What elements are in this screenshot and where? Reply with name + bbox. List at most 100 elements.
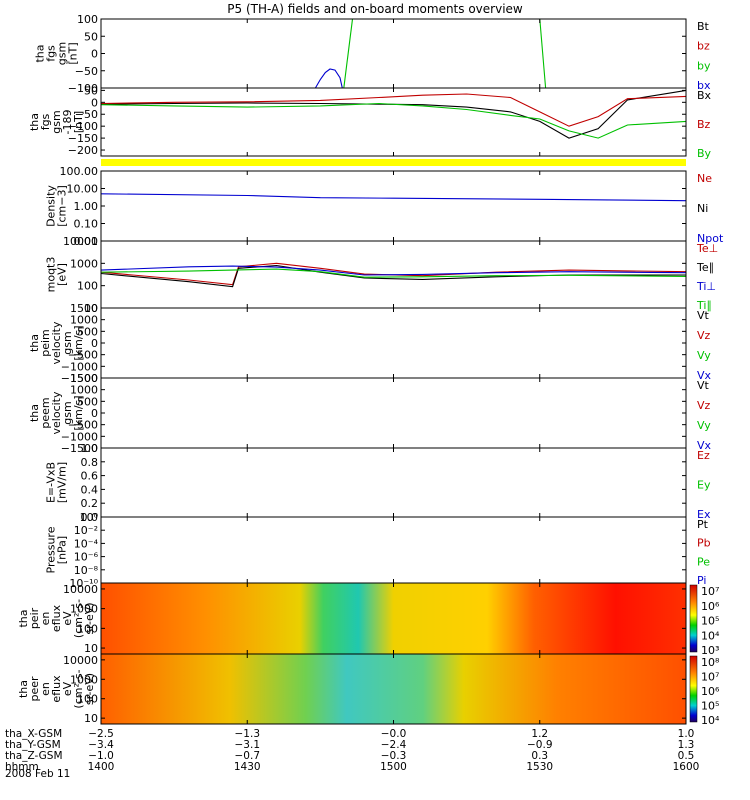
colorbar-8 bbox=[689, 584, 698, 653]
legend-Te⊥: Te⊥ bbox=[696, 242, 718, 255]
legend-By: By bbox=[697, 147, 712, 160]
y-tick-label: −100 bbox=[68, 120, 98, 133]
legend-Vx: Vx bbox=[697, 369, 712, 382]
legend-Vt: Vt bbox=[697, 309, 710, 322]
y-tick-label: 100.00 bbox=[60, 165, 99, 178]
y-tick-label: 100 bbox=[77, 280, 98, 293]
y-tick-label: 1.0 bbox=[81, 442, 99, 455]
y-axis-label: (cm²-s- bbox=[72, 669, 85, 708]
y-tick-label: −50 bbox=[75, 65, 98, 78]
x-axis-value: 0.3 bbox=[531, 750, 548, 762]
y-tick-label: 1000 bbox=[70, 257, 98, 270]
y-axis-label: [cm−3] bbox=[56, 185, 69, 227]
y-tick-label: 100 bbox=[77, 622, 98, 635]
series-By bbox=[100, 102, 687, 139]
legend-bx: bx bbox=[697, 79, 711, 92]
legend-Pe: Pe bbox=[697, 555, 710, 568]
y-tick-label: 10 bbox=[84, 302, 98, 315]
legend-Bx: Bx bbox=[697, 89, 712, 102]
legend-Pi: Pi bbox=[697, 574, 706, 587]
y-axis-label: tha bbox=[28, 113, 41, 131]
y-tick-label: −500 bbox=[68, 349, 98, 362]
y-axis-label: -189 bbox=[61, 110, 74, 135]
x-axis-value: −3.1 bbox=[235, 739, 261, 751]
x-axis-value: 0.5 bbox=[678, 750, 695, 762]
series-Ti∥ bbox=[100, 268, 687, 278]
y-axis-label: eflux bbox=[50, 675, 63, 703]
y-tick-label: 1000 bbox=[70, 314, 98, 327]
y-axis-label: [mV/m] bbox=[56, 462, 69, 503]
y-tick-label: 10⁻² bbox=[74, 524, 98, 537]
panel-frame bbox=[100, 170, 687, 242]
y-tick-label: −50 bbox=[75, 108, 98, 121]
legend-Pt: Pt bbox=[697, 518, 709, 531]
y-axis-label: en bbox=[39, 682, 52, 696]
x-axis-value: 1530 bbox=[526, 761, 553, 773]
y-tick-label: 10000 bbox=[63, 583, 98, 596]
y-tick-label: 0.4 bbox=[81, 483, 99, 496]
y-axis-label: peer bbox=[28, 676, 41, 702]
y-axis-label: sr-eV) bbox=[83, 602, 96, 634]
y-axis-label: Density bbox=[45, 185, 58, 227]
x-axis-row-label: tha_X-GSM bbox=[5, 728, 62, 740]
spectrogram-9 bbox=[101, 654, 686, 724]
y-tick-label: 0.8 bbox=[81, 456, 99, 469]
y-tick-label: −1500 bbox=[61, 442, 98, 455]
y-tick-label: 0 bbox=[91, 337, 98, 350]
y-axis-label: [km/s] bbox=[72, 325, 85, 360]
colorbar-label: 10⁵ bbox=[701, 700, 719, 713]
series-by bbox=[539, 18, 547, 89]
legend-Vy: Vy bbox=[697, 349, 711, 362]
y-tick-label: −200 bbox=[68, 144, 98, 157]
panel-frame bbox=[100, 516, 687, 584]
y-axis-label: tha bbox=[34, 44, 47, 62]
y-tick-label: 1500 bbox=[70, 372, 98, 385]
y-axis-label: [nT] bbox=[67, 42, 80, 64]
x-axis-value: 1500 bbox=[380, 761, 407, 773]
colorbar-label: 10⁷ bbox=[701, 671, 719, 684]
y-axis-label: gsm bbox=[61, 331, 74, 354]
legend-Ne: Ne bbox=[697, 172, 712, 185]
legend-Ez: Ez bbox=[697, 449, 710, 462]
legend-Vt: Vt bbox=[697, 379, 710, 392]
y-tick-label: 1000 bbox=[70, 673, 98, 686]
y-axis-label: eV bbox=[61, 681, 74, 696]
y-axis-label: peir bbox=[28, 607, 41, 629]
y-tick-label: 0.10 bbox=[74, 218, 99, 231]
y-axis-label: peim bbox=[39, 329, 52, 357]
y-tick-label: 0.01 bbox=[74, 235, 99, 248]
legend-Bz: Bz bbox=[697, 118, 711, 131]
legend-Pb: Pb bbox=[697, 537, 711, 550]
x-axis-value: −0.3 bbox=[381, 750, 407, 762]
legend-Ex: Ex bbox=[697, 508, 711, 521]
y-tick-label: 10⁻⁸ bbox=[74, 564, 99, 577]
panel-frame bbox=[100, 18, 687, 89]
x-axis-value: −1.0 bbox=[88, 750, 114, 762]
colorbar-9 bbox=[689, 655, 698, 723]
x-axis-value: −2.5 bbox=[88, 728, 114, 740]
x-axis-row-label: tha_Y-GSM bbox=[5, 739, 61, 751]
colorbar-label: 10⁷ bbox=[701, 585, 719, 598]
y-tick-label: 1.00 bbox=[74, 200, 99, 213]
y-tick-label: 10.00 bbox=[67, 183, 99, 196]
y-tick-label: −100 bbox=[68, 82, 98, 95]
legend-Ni: Ni bbox=[697, 202, 708, 215]
x-axis-value: −0.9 bbox=[527, 739, 553, 751]
y-tick-label: 100 bbox=[77, 13, 98, 26]
series-Bz bbox=[100, 93, 687, 127]
y-axis-label: Pressure bbox=[45, 526, 58, 573]
y-tick-label: 500 bbox=[77, 395, 98, 408]
y-axis-label: fgs bbox=[39, 113, 52, 130]
legend-Vz: Vz bbox=[697, 399, 711, 412]
panel-frame bbox=[100, 307, 687, 379]
y-axis-label: moqt3 bbox=[45, 257, 58, 293]
y-axis-label: tha bbox=[28, 334, 41, 352]
y-tick-label: 50 bbox=[84, 84, 98, 97]
y-tick-label: 0 bbox=[91, 407, 98, 420]
x-axis-row-label: tha_Z-GSM bbox=[5, 750, 63, 762]
y-axis-label: tha bbox=[28, 404, 41, 422]
y-axis-label: eV bbox=[61, 611, 74, 626]
y-tick-label: 1500 bbox=[70, 302, 98, 315]
panel-frame bbox=[100, 87, 687, 157]
